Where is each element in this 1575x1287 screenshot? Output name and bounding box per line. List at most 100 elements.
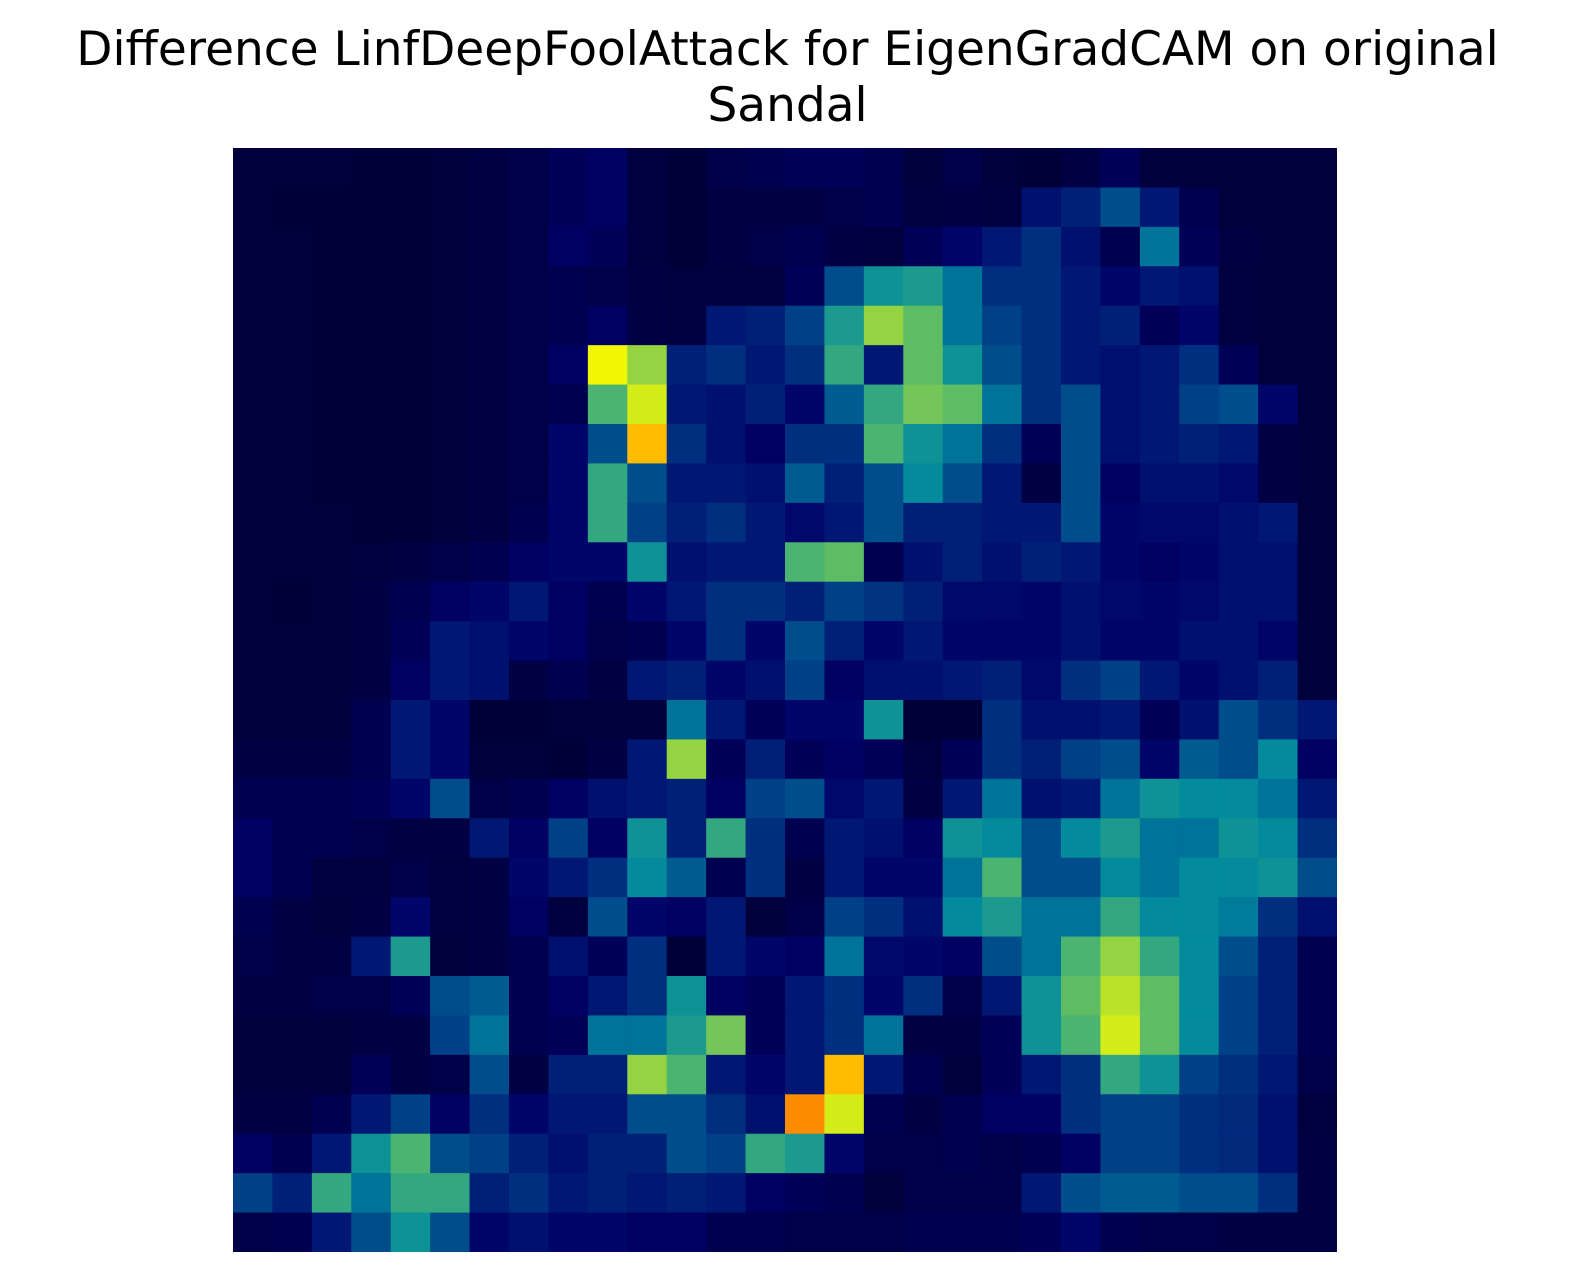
heatmap-cell-r21-c22 xyxy=(1100,976,1141,1017)
heatmap-cell-r27-c4 xyxy=(390,1212,431,1252)
heatmap-cell-r24-c15 xyxy=(824,1094,865,1135)
heatmap-cell-r1-c27 xyxy=(1297,187,1337,228)
heatmap-cell-r0-c24 xyxy=(1179,148,1220,189)
heatmap-cell-r8-c17 xyxy=(903,463,944,504)
heatmap-cell-r3-c5 xyxy=(430,266,471,307)
heatmap-cell-r12-c19 xyxy=(982,621,1023,662)
heatmap-cell-r19-c10 xyxy=(627,897,668,938)
heatmap-cell-r2-c7 xyxy=(509,226,550,267)
heatmap-cell-r25-c23 xyxy=(1139,1133,1180,1174)
heatmap-cell-r20-c4 xyxy=(390,936,431,977)
heatmap-cell-r7-c25 xyxy=(1218,424,1259,465)
heatmap-cell-r15-c13 xyxy=(745,739,786,780)
heatmap-cell-r21-c9 xyxy=(587,976,628,1017)
heatmap-cell-r27-c9 xyxy=(587,1212,628,1252)
heatmap-cell-r14-c16 xyxy=(863,700,904,741)
heatmap-cell-r0-c23 xyxy=(1139,148,1180,189)
heatmap-cell-r4-c3 xyxy=(351,305,392,346)
heatmap-cell-r24-c1 xyxy=(272,1094,313,1135)
heatmap-cell-r26-c1 xyxy=(272,1173,313,1214)
heatmap-cell-r11-c6 xyxy=(469,581,510,622)
heatmap-cell-r12-c14 xyxy=(785,621,826,662)
heatmap-cell-r17-c5 xyxy=(430,818,471,859)
heatmap-cell-r18-c1 xyxy=(272,857,313,898)
heatmap-cell-r12-c15 xyxy=(824,621,865,662)
heatmap-cell-r12-c6 xyxy=(469,621,510,662)
heatmap-cell-r7-c4 xyxy=(390,424,431,465)
heatmap-cell-r8-c26 xyxy=(1258,463,1299,504)
heatmap-cell-r0-c7 xyxy=(509,148,550,189)
heatmap-cell-r25-c3 xyxy=(351,1133,392,1174)
heatmap-cell-r19-c20 xyxy=(1021,897,1062,938)
heatmap-cell-r2-c0 xyxy=(233,226,274,267)
heatmap-cell-r19-c23 xyxy=(1139,897,1180,938)
heatmap-cell-r15-c19 xyxy=(982,739,1023,780)
heatmap-cell-r18-c4 xyxy=(390,857,431,898)
heatmap-cell-r20-c15 xyxy=(824,936,865,977)
heatmap-cell-r21-c7 xyxy=(509,976,550,1017)
heatmap-cell-r25-c15 xyxy=(824,1133,865,1174)
heatmap-cell-r15-c0 xyxy=(233,739,274,780)
heatmap-cell-r11-c5 xyxy=(430,581,471,622)
heatmap-cell-r5-c2 xyxy=(311,345,352,386)
heatmap-cell-r6-c0 xyxy=(233,384,274,425)
heatmap-cell-r10-c21 xyxy=(1061,542,1102,583)
heatmap-cell-r9-c20 xyxy=(1021,502,1062,543)
heatmap-cell-r8-c25 xyxy=(1218,463,1259,504)
heatmap-cell-r5-c25 xyxy=(1218,345,1259,386)
heatmap-cell-r5-c24 xyxy=(1179,345,1220,386)
heatmap-cell-r1-c26 xyxy=(1258,187,1299,228)
heatmap-cell-r27-c7 xyxy=(509,1212,550,1252)
heatmap-cell-r13-c13 xyxy=(745,660,786,701)
heatmap-cell-r16-c2 xyxy=(311,778,352,819)
heatmap-cell-r11-c4 xyxy=(390,581,431,622)
heatmap-cell-r14-c18 xyxy=(942,700,983,741)
heatmap-cell-r8-c7 xyxy=(509,463,550,504)
heatmap-cell-r6-c7 xyxy=(509,384,550,425)
heatmap-cell-r13-c21 xyxy=(1061,660,1102,701)
heatmap-cell-r18-c6 xyxy=(469,857,510,898)
heatmap-cell-r15-c10 xyxy=(627,739,668,780)
heatmap-cell-r21-c14 xyxy=(785,976,826,1017)
heatmap-cell-r19-c11 xyxy=(666,897,707,938)
heatmap-cell-r3-c10 xyxy=(627,266,668,307)
heatmap-cell-r26-c4 xyxy=(390,1173,431,1214)
heatmap-cell-r20-c22 xyxy=(1100,936,1141,977)
heatmap-cell-r6-c21 xyxy=(1061,384,1102,425)
heatmap-cell-r24-c3 xyxy=(351,1094,392,1135)
heatmap-cell-r23-c18 xyxy=(942,1054,983,1095)
heatmap-cell-r24-c6 xyxy=(469,1094,510,1135)
heatmap-cell-r15-c3 xyxy=(351,739,392,780)
heatmap-cell-r5-c3 xyxy=(351,345,392,386)
heatmap-cell-r23-c2 xyxy=(311,1054,352,1095)
heatmap-cell-r0-c6 xyxy=(469,148,510,189)
heatmap-cell-r25-c11 xyxy=(666,1133,707,1174)
heatmap-cell-r25-c10 xyxy=(627,1133,668,1174)
heatmap-cell-r8-c19 xyxy=(982,463,1023,504)
heatmap-cell-r7-c13 xyxy=(745,424,786,465)
heatmap-cell-r18-c25 xyxy=(1218,857,1259,898)
heatmap-cell-r13-c15 xyxy=(824,660,865,701)
heatmap-cell-r5-c23 xyxy=(1139,345,1180,386)
heatmap-cell-r27-c23 xyxy=(1139,1212,1180,1252)
heatmap-cell-r14-c15 xyxy=(824,700,865,741)
heatmap-cell-r21-c26 xyxy=(1258,976,1299,1017)
heatmap-cell-r12-c24 xyxy=(1179,621,1220,662)
heatmap-cell-r0-c20 xyxy=(1021,148,1062,189)
heatmap-cell-r23-c9 xyxy=(587,1054,628,1095)
heatmap-cell-r13-c9 xyxy=(587,660,628,701)
heatmap-cell-r16-c1 xyxy=(272,778,313,819)
heatmap-cell-r9-c26 xyxy=(1258,502,1299,543)
heatmap-cell-r2-c16 xyxy=(863,226,904,267)
heatmap-cell-r17-c17 xyxy=(903,818,944,859)
heatmap-cell-r17-c24 xyxy=(1179,818,1220,859)
heatmap-cell-r4-c6 xyxy=(469,305,510,346)
heatmap-cell-r14-c27 xyxy=(1297,700,1337,741)
heatmap-cell-r13-c6 xyxy=(469,660,510,701)
heatmap-cell-r25-c5 xyxy=(430,1133,471,1174)
heatmap-cell-r21-c3 xyxy=(351,976,392,1017)
heatmap-cell-r19-c9 xyxy=(587,897,628,938)
heatmap-cell-r22-c0 xyxy=(233,1015,274,1056)
heatmap-cell-r15-c27 xyxy=(1297,739,1337,780)
heatmap-cell-r19-c21 xyxy=(1061,897,1102,938)
